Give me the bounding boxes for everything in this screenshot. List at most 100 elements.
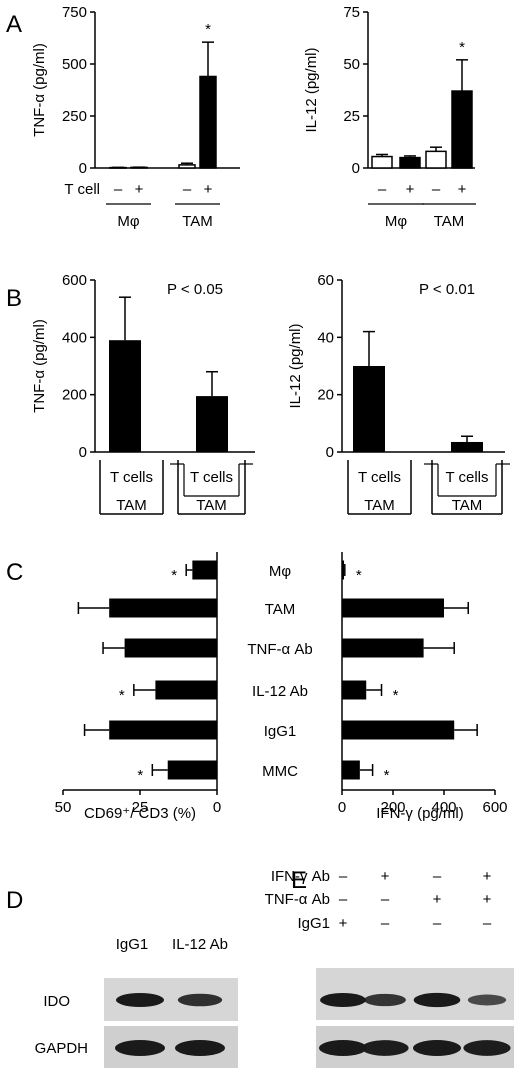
- y-tick-label: 75: [343, 4, 360, 21]
- condition-sign: –: [433, 868, 442, 885]
- blot-e: IFN-γ Ab – + – +TNF-α Ab – – + +IgG1 + – – –: [265, 868, 514, 1068]
- bar: [425, 150, 447, 169]
- y-tick-label: 250: [62, 108, 87, 125]
- right-bar: [342, 560, 345, 580]
- chart-b-tnf: 0 200 400 600 TNF-α (pg/ml) P < 0.05 T cells TA…: [31, 272, 255, 515]
- right-bar: [342, 680, 367, 700]
- condition-sign: –: [339, 868, 348, 885]
- chart-b-il12: 0 20 40 60 IL-12 (pg/ml) P < 0.01 T cells TAM T …: [287, 272, 510, 515]
- y-tick-label: 750: [62, 4, 87, 21]
- x-tick-label: 200: [380, 799, 405, 816]
- well-bottom-label: TAM: [196, 497, 227, 514]
- row-label-tcell: T cell: [64, 181, 100, 198]
- y-axis-label: TNF-α (pg/ml): [31, 319, 48, 413]
- panel-label-e: E: [291, 867, 307, 894]
- left-bar: [155, 680, 217, 700]
- well-bottom-label: TAM: [116, 497, 147, 514]
- condition-label: TNF-α Ab: [265, 891, 330, 908]
- well-top-label: T cells: [445, 469, 488, 486]
- lane-label: IL-12 Ab: [172, 936, 228, 953]
- bar: [451, 441, 483, 452]
- band-gapdh: [115, 1040, 165, 1056]
- right-bar: [342, 638, 424, 658]
- left-x-axis-label: CD69⁺/ CD3 (%): [84, 805, 196, 822]
- x-tick-label: 400: [431, 799, 456, 816]
- significance-star: *: [137, 767, 143, 784]
- condition-sign: –: [381, 891, 390, 908]
- category-label: TNF-α Ab: [247, 641, 312, 658]
- condition-sign: +: [381, 868, 390, 885]
- tcell-sign: –: [183, 181, 192, 198]
- condition-sign: –: [483, 915, 492, 932]
- band-gapdh: [413, 1040, 461, 1056]
- y-tick-label: 20: [317, 387, 334, 404]
- tcell-sign: –: [432, 181, 441, 198]
- right-bar: [342, 720, 455, 740]
- category-label: IL-12 Ab: [252, 683, 308, 700]
- panel-label-d: D: [6, 887, 23, 914]
- row-label-gapdh: GAPDH: [35, 1040, 88, 1057]
- group-label: Mφ: [117, 213, 139, 230]
- group-label: TAM: [182, 213, 213, 230]
- significance-star: *: [393, 687, 399, 704]
- y-tick-label: 0: [352, 160, 360, 177]
- tcell-sign: +: [458, 181, 467, 198]
- category-label: TAM: [265, 601, 296, 618]
- condition-sign: –: [381, 915, 390, 932]
- right-x-axis-label: IFN-γ (pg/ml): [376, 805, 464, 822]
- condition-label: IFN-γ Ab: [271, 868, 330, 885]
- significance-star: *: [119, 687, 125, 704]
- well-top-label: T cells: [110, 469, 153, 486]
- x-tick-label: 0: [338, 799, 346, 816]
- chart-c-flow: 50 25 0 CD69⁺/ CD3 (%) 0 200 400 600 IFN-γ (pg/m…: [55, 552, 508, 822]
- y-tick-label: 50: [343, 56, 360, 73]
- bar: [199, 75, 217, 169]
- category-label: Mφ: [269, 563, 291, 580]
- x-tick-label: 25: [132, 799, 149, 816]
- condition-sign: –: [339, 891, 348, 908]
- p-value: P < 0.05: [167, 281, 223, 298]
- tcell-sign: +: [204, 181, 213, 198]
- condition-label: IgG1: [297, 915, 330, 932]
- lane-label: IgG1: [116, 936, 149, 953]
- band-ido: [116, 993, 164, 1007]
- condition-sign: +: [483, 868, 492, 885]
- right-bar: [342, 598, 444, 618]
- y-axis-label: IL-12 (pg/ml): [303, 47, 320, 132]
- blot-d: IgG1 IL-12 Ab IDO GAPDH: [35, 936, 238, 1068]
- y-tick-label: 400: [62, 329, 87, 346]
- bar: [451, 90, 473, 169]
- significance-star: *: [384, 767, 390, 784]
- band-ido: [467, 994, 507, 1006]
- row-label-ido: IDO: [43, 993, 70, 1010]
- bar: [178, 164, 196, 169]
- y-tick-label: 200: [62, 387, 87, 404]
- y-tick-label: 0: [79, 160, 87, 177]
- bar: [109, 340, 141, 452]
- tcell-sign: –: [378, 181, 387, 198]
- well-bottom-label: TAM: [364, 497, 395, 514]
- band-ido: [177, 993, 223, 1007]
- group-label: Mφ: [385, 213, 407, 230]
- left-bar: [167, 760, 217, 780]
- left-bar: [124, 638, 217, 658]
- significance-star: *: [356, 567, 362, 584]
- bar: [196, 396, 228, 452]
- bar: [371, 155, 393, 169]
- left-bar: [109, 720, 217, 740]
- y-tick-label: 25: [343, 108, 360, 125]
- band-gapdh: [463, 1040, 511, 1056]
- well-top-label: T cells: [358, 469, 401, 486]
- y-tick-label: 40: [317, 329, 334, 346]
- tcell-sign: –: [114, 181, 123, 198]
- x-tick-label: 0: [213, 799, 221, 816]
- y-axis-label: TNF-α (pg/ml): [31, 43, 48, 137]
- y-tick-label: 600: [62, 272, 87, 289]
- panel-label-c: C: [6, 559, 23, 586]
- x-tick-label: 50: [55, 799, 72, 816]
- y-tick-label: 0: [326, 444, 334, 461]
- band-ido: [320, 993, 366, 1007]
- bar: [399, 156, 421, 169]
